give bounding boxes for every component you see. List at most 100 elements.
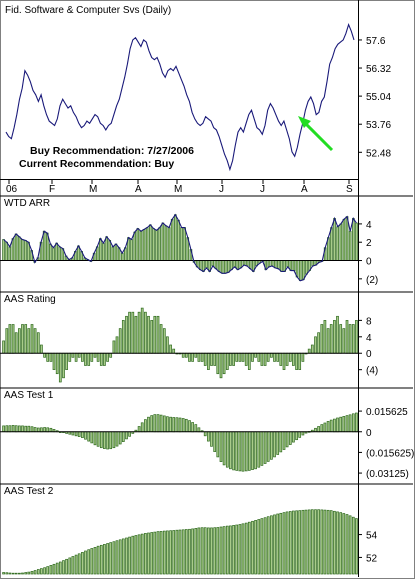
aas-test2-bar	[298, 510, 302, 575]
aas-test1-bar	[266, 431, 270, 462]
aas-test2-bar	[43, 567, 46, 575]
aas-rating-bar	[210, 352, 213, 366]
aas-test1-bar	[298, 431, 302, 438]
aas-test1-bar	[333, 418, 336, 433]
current-recommendation-annotation: Current Recommendation: Buy	[19, 158, 174, 170]
aas-rating-bar	[339, 324, 343, 354]
aas-rating-bar	[62, 352, 65, 379]
aas-test2-bar	[30, 571, 34, 575]
aas-test2-bar	[46, 566, 50, 575]
aas-test2-bar	[166, 530, 169, 575]
aas-test2-bar	[81, 552, 84, 575]
price-x-tick-label: M	[89, 184, 97, 195]
aas-rating-bar	[147, 315, 150, 354]
aas-rating-bar	[320, 324, 324, 354]
aas-rating-bar	[169, 344, 172, 354]
aas-test2-bar	[197, 527, 201, 575]
aas-rating-bar	[27, 328, 31, 354]
aas-test2-bar	[49, 565, 53, 575]
aas-test2-bar	[314, 509, 317, 575]
wtd-arr-bar	[273, 260, 277, 269]
wtd-arr-bar	[245, 260, 249, 267]
aas-test2-bar	[178, 529, 182, 575]
wtd-arr-bar	[223, 260, 227, 274]
aas-test1-bar	[118, 431, 122, 445]
aas-rating-bar	[298, 352, 302, 370]
aas-rating-bar	[273, 352, 276, 362]
aas-test2-bar	[36, 569, 40, 575]
price-y-tick-label: 57.6	[366, 36, 386, 47]
wtd-arr-bar	[161, 222, 165, 261]
aas-rating-bar	[33, 328, 37, 354]
aas-test2-bar	[307, 509, 311, 575]
aas-test2-bar	[96, 545, 100, 575]
aas-test1-bar	[326, 421, 330, 433]
aas-rating-bar	[295, 352, 298, 370]
aas-test2-bar	[244, 522, 248, 575]
aas-test1-bar	[241, 431, 245, 472]
aas-rating-bar	[282, 352, 286, 370]
wtd-arr-y-tick-label: 4	[366, 220, 372, 231]
aas-test1-bar	[74, 431, 78, 437]
aas-rating-bar	[24, 324, 28, 354]
aas-test2-bar	[323, 509, 327, 575]
aas-rating-bar	[68, 352, 72, 362]
aas-rating-bar	[207, 352, 210, 370]
wtd-arr-bar	[5, 241, 8, 261]
wtd-arr-bar	[152, 228, 155, 261]
aas-test2-bar	[254, 520, 257, 575]
aas-test2-bar	[188, 528, 191, 575]
aas-rating-bar	[46, 352, 50, 362]
aas-rating-bar	[333, 320, 336, 354]
aas-test1-bar	[121, 431, 125, 442]
aas-test1-bar	[84, 431, 87, 440]
aas-rating-bar	[121, 320, 125, 354]
aas-test2-bar	[90, 548, 94, 575]
aas-test2-bar	[326, 509, 330, 575]
aas-test2-bar	[339, 512, 343, 575]
wtd-arr-bar	[105, 236, 108, 261]
aas-rating-bar	[30, 324, 34, 354]
wtd-arr-bar	[24, 240, 27, 261]
aas-test1-bar	[172, 417, 176, 433]
wtd-arr-bar	[227, 260, 230, 273]
aas-test2-bar	[156, 531, 160, 575]
aas-test2-bar	[229, 525, 232, 575]
aas-test2-bar	[172, 530, 176, 575]
aas-rating-bar	[52, 352, 56, 370]
aas-test2-bar	[93, 547, 97, 575]
aas-test1-bar	[33, 427, 37, 433]
aas-rating-bar	[81, 352, 84, 362]
wtd-arr-bar	[339, 223, 343, 261]
wtd-arr-bar	[205, 260, 208, 269]
aas-test1-bar	[184, 418, 188, 433]
aas-rating-bar	[285, 352, 289, 366]
wtd-arr-bar	[133, 231, 137, 261]
aas-test2-bar	[128, 536, 131, 575]
aas-test1-bar	[254, 431, 257, 470]
aas-test2-bar	[118, 539, 122, 575]
aas-test2-bar	[310, 509, 314, 575]
aas-rating-bar	[219, 352, 223, 379]
aas-rating-bar	[238, 352, 242, 362]
aas-rating-bar	[166, 336, 169, 354]
buy-recommendation-annotation: Buy Recommendation: 7/27/2006	[30, 145, 194, 157]
wtd-arr-bar	[52, 247, 55, 261]
aas-rating-bar	[184, 352, 188, 358]
aas-test1-bar	[301, 431, 305, 436]
aas-rating-bar	[232, 352, 235, 366]
aas-test2-bar	[273, 514, 276, 575]
aas-rating-bar	[55, 352, 59, 375]
aas-test2-bar	[162, 530, 166, 575]
aas-test2-bar	[285, 511, 289, 575]
aas-rating-bar	[345, 320, 349, 354]
aas-test2-bar	[74, 554, 78, 575]
wtd-arr-bar	[183, 227, 186, 261]
aas-test2-bar	[235, 524, 239, 575]
aas-test2-bar	[27, 571, 31, 575]
wtd-arr-bar	[355, 222, 358, 261]
aas-test1-bar	[106, 431, 109, 450]
wtd-arr-bar	[55, 242, 58, 261]
aas-test2-bar	[99, 544, 103, 575]
aas-test1-bar	[181, 418, 185, 433]
